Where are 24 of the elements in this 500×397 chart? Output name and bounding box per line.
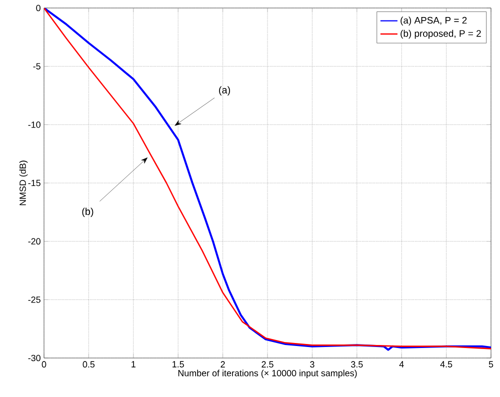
y-tick-label: -30 xyxy=(28,354,40,362)
x-tick-label: 0 xyxy=(42,361,46,368)
legend-label: (a) APSA, P = 2 xyxy=(400,16,467,26)
annotation: (b) xyxy=(82,208,94,217)
y-axis-title: NMSD (dB) xyxy=(19,160,28,206)
x-tick-label: 4 xyxy=(399,361,404,368)
x-tick-label: 1 xyxy=(132,361,136,368)
x-tick-label: 4.5 xyxy=(440,361,452,368)
y-tick-label: -20 xyxy=(28,238,40,245)
x-tick-label: 0.5 xyxy=(82,361,95,368)
x-axis-title: Number of iterations (× 10000 input samples) xyxy=(178,370,357,378)
y-tick-label: 0 xyxy=(36,4,40,12)
y-tick-label: -15 xyxy=(28,180,40,186)
annotation: (a) xyxy=(219,86,230,96)
x-tick-label: 5 xyxy=(488,361,494,368)
y-tick-label: -10 xyxy=(28,121,40,128)
y-tick-label: -25 xyxy=(28,296,40,303)
x-tick-label: 2 xyxy=(220,361,225,368)
x-tick-label: 1.5 xyxy=(172,361,184,368)
y-tick-label: -5 xyxy=(33,63,40,70)
legend-label: (b) proposed, P = 2 xyxy=(400,30,481,39)
x-tick-label: 3.5 xyxy=(351,361,363,368)
x-tick-label: 2.5 xyxy=(262,361,274,368)
x-tick-label: 3 xyxy=(310,361,314,368)
